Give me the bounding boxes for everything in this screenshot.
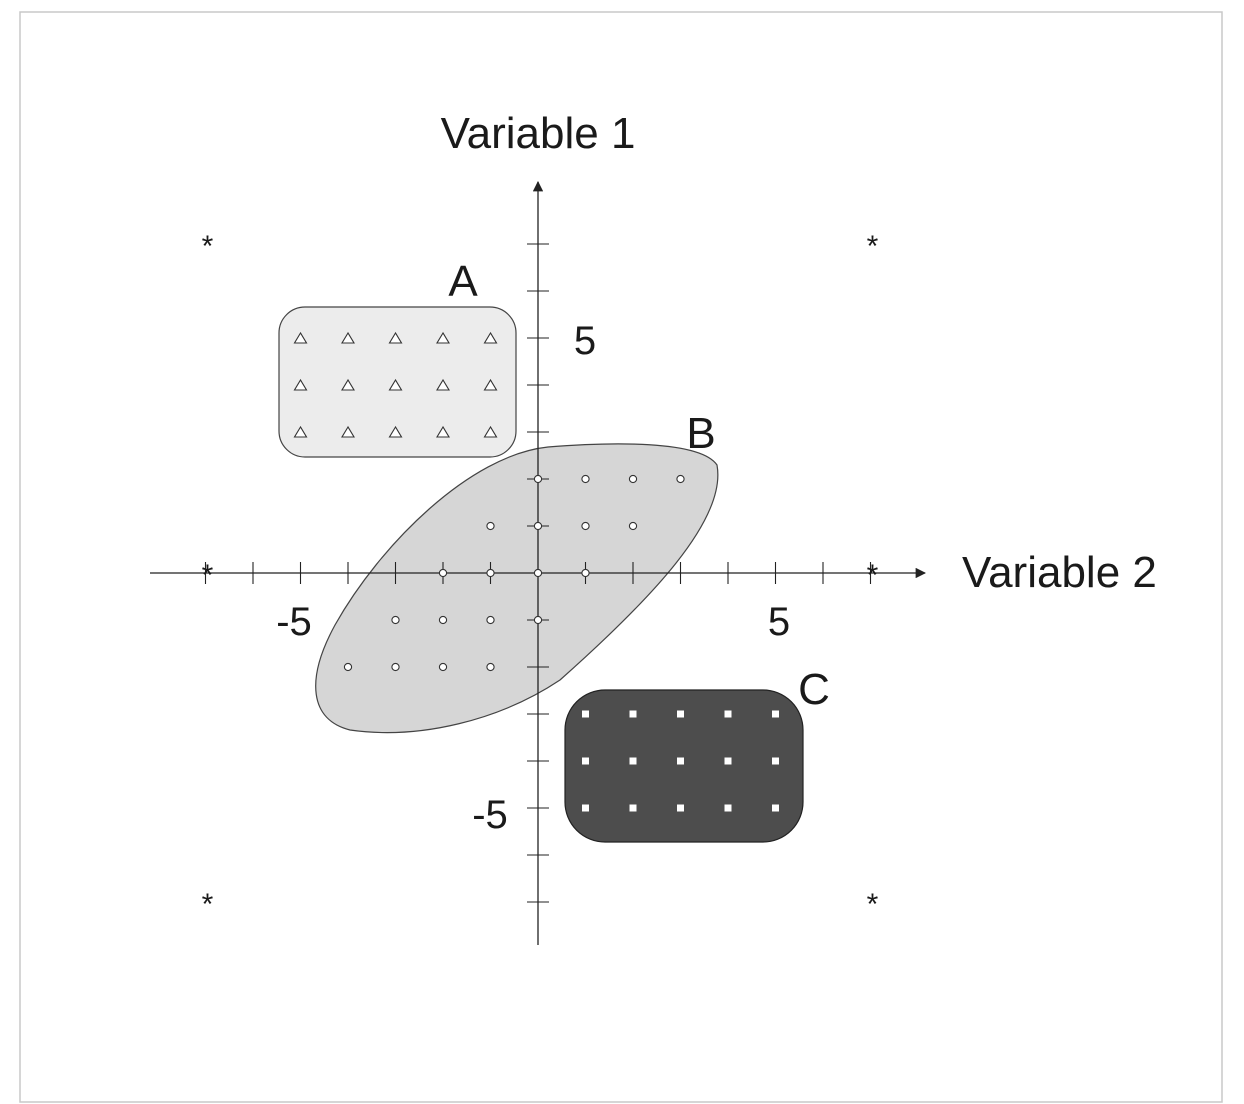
triangle-icon <box>341 378 355 391</box>
square-icon <box>772 757 779 765</box>
circle-icon <box>533 615 543 625</box>
triangle-icon <box>293 331 308 344</box>
region-a <box>278 306 517 458</box>
square-icon <box>629 710 637 718</box>
asterisk-marker: * <box>202 559 214 592</box>
square-icon <box>677 757 684 765</box>
x-tick-label-pos5: 5 <box>768 600 790 644</box>
square-icon <box>724 757 732 765</box>
y-tick-label-neg5: -5 <box>472 793 508 837</box>
cluster-label-c: C <box>798 665 830 714</box>
square-icon <box>677 804 684 812</box>
y-axis-label: Variable 1 <box>441 109 636 158</box>
square-icon <box>582 710 589 718</box>
circle-icon <box>486 615 495 625</box>
triangle-icon <box>388 425 403 438</box>
square-icon <box>772 710 779 718</box>
circle-icon <box>628 474 638 484</box>
x-tick-label-neg5: -5 <box>276 600 312 644</box>
y-tick-label-pos5: 5 <box>574 319 596 363</box>
triangle-icon <box>436 425 450 438</box>
triangle-icon <box>341 425 355 438</box>
circle-icon <box>391 662 400 672</box>
cluster-label-a: A <box>448 257 478 306</box>
y-ticks <box>527 243 549 903</box>
asterisk-marker: * <box>867 559 879 592</box>
asterisk-marker: * <box>202 230 214 263</box>
triangle-icon <box>436 331 450 344</box>
x-axis-label: Variable 2 <box>962 548 1157 597</box>
square-icon <box>677 710 684 718</box>
triangle-icon <box>341 331 355 344</box>
cluster-points <box>293 331 779 812</box>
circle-icon <box>438 662 448 672</box>
triangle-icon <box>388 378 403 391</box>
triangle-icon <box>293 425 308 438</box>
circle-icon <box>676 474 685 484</box>
circle-icon <box>486 662 495 672</box>
circle-icon <box>628 521 638 531</box>
square-icon <box>629 804 637 812</box>
square-icon <box>582 757 589 765</box>
circle-icon <box>581 521 590 531</box>
circle-icon <box>438 568 448 578</box>
circle-icon <box>486 521 495 531</box>
square-icon <box>772 804 779 812</box>
cluster-label-b: B <box>686 409 715 458</box>
circle-icon <box>486 568 495 578</box>
triangle-icon <box>436 378 450 391</box>
asterisk-marker: * <box>202 888 214 921</box>
triangle-icon <box>293 378 308 391</box>
circle-icon <box>581 474 590 484</box>
square-icon <box>582 804 589 812</box>
circle-icon <box>581 568 590 578</box>
region-c <box>564 689 804 843</box>
triangle-icon <box>483 331 498 344</box>
circle-icon <box>438 615 448 625</box>
square-icon <box>629 757 637 765</box>
triangle-icon <box>483 425 498 438</box>
square-icon <box>724 710 732 718</box>
circle-icon <box>533 521 543 531</box>
region-b <box>315 443 719 734</box>
circle-icon <box>533 474 543 484</box>
triangle-icon <box>388 331 403 344</box>
circle-icon <box>533 568 543 578</box>
square-icon <box>724 804 732 812</box>
corner-markers: * * * * * * <box>202 230 879 921</box>
circle-icon <box>343 662 353 672</box>
triangle-icon <box>483 378 498 391</box>
circle-icon <box>391 615 400 625</box>
asterisk-marker: * <box>867 230 879 263</box>
asterisk-marker: * <box>867 888 879 921</box>
